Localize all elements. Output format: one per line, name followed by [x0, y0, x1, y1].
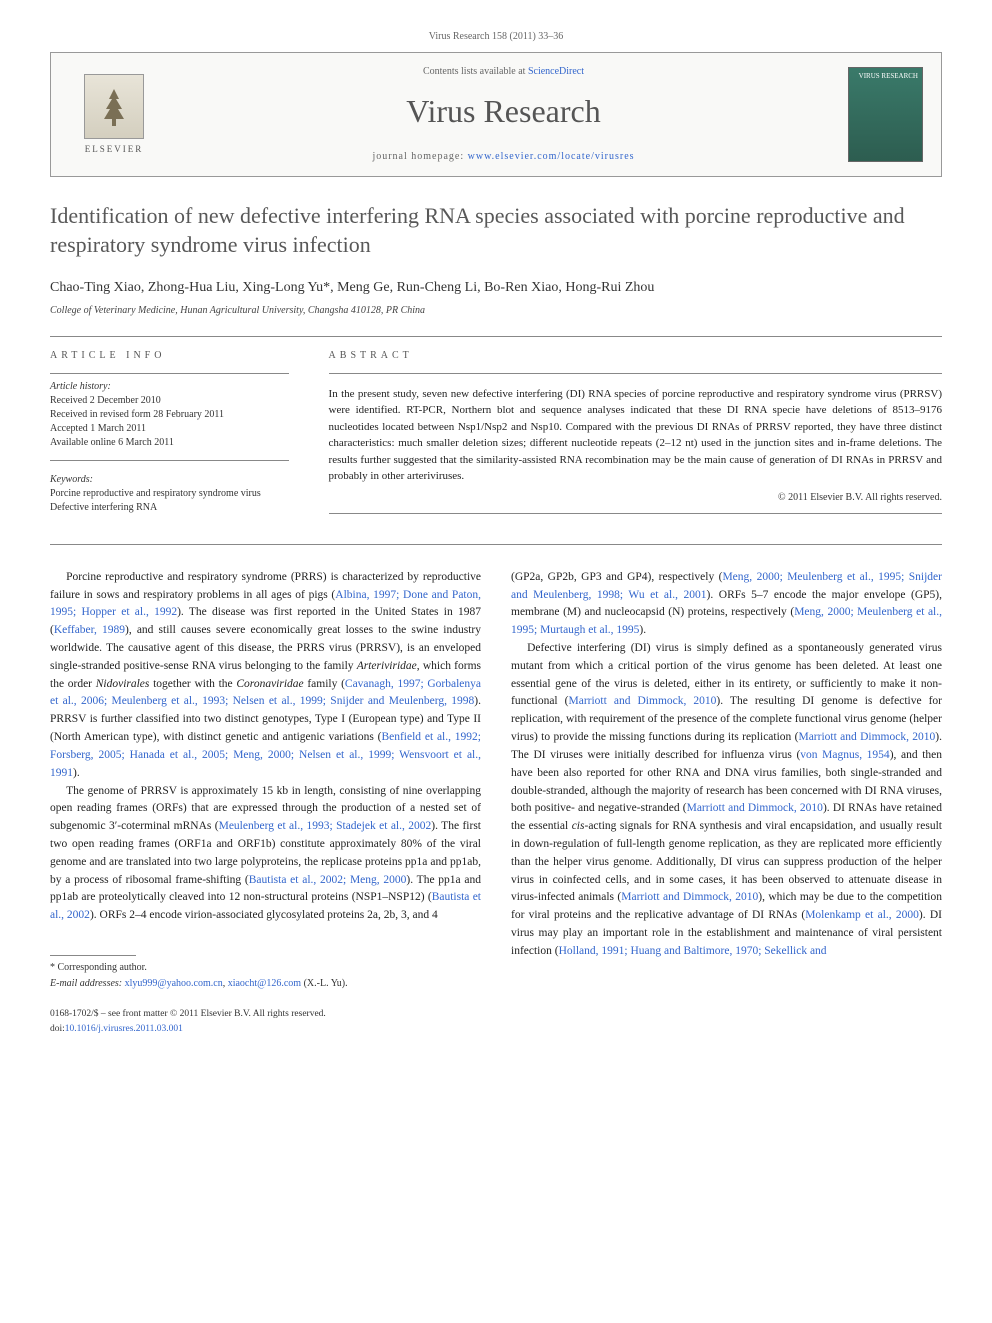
- journal-homepage-link[interactable]: www.elsevier.com/locate/virusres: [468, 151, 635, 162]
- italic-term: cis: [572, 820, 585, 832]
- divider: [50, 373, 289, 374]
- corresponding-author-footer: * Corresponding author. E-mail addresses…: [50, 955, 481, 991]
- body-column-left: Porcine reproductive and respiratory syn…: [50, 569, 481, 1037]
- keyword-item: Porcine reproductive and respiratory syn…: [50, 487, 289, 501]
- italic-term: Arteriviridae: [357, 660, 417, 672]
- contents-prefix: Contents lists available at: [423, 66, 528, 77]
- journal-homepage-line: journal homepage: www.elsevier.com/locat…: [179, 150, 828, 164]
- history-label: Article history:: [50, 380, 289, 394]
- history-accepted: Accepted 1 March 2011: [50, 422, 289, 436]
- divider: [50, 955, 136, 956]
- citation-link[interactable]: Molenkamp et al., 2000: [805, 909, 919, 921]
- body-paragraph: Defective interfering (DI) virus is simp…: [511, 640, 942, 961]
- italic-term: Coronaviridae: [236, 678, 303, 690]
- citation-link[interactable]: Marriott and Dimmock, 2010: [621, 891, 758, 903]
- email-suffix: (X.-L. Yu).: [301, 978, 348, 989]
- body-paragraph: Porcine reproductive and respiratory syn…: [50, 569, 481, 783]
- abstract-copyright: © 2011 Elsevier B.V. All rights reserved…: [329, 491, 942, 505]
- abstract-column: ABSTRACT In the present study, seven new…: [329, 349, 942, 526]
- homepage-prefix: journal homepage:: [372, 151, 467, 162]
- citation-link[interactable]: Bautista et al., 2002; Meng, 2000: [249, 874, 407, 886]
- body-column-right: (GP2a, GP2b, GP3 and GP4), respectively …: [511, 569, 942, 1037]
- divider: [329, 373, 942, 374]
- divider: [50, 460, 289, 461]
- doi-block: 0168-1702/$ – see front matter © 2011 El…: [50, 1007, 481, 1036]
- abstract-text: In the present study, seven new defectiv…: [329, 386, 942, 485]
- text-span: ).: [73, 767, 80, 779]
- history-revised: Received in revised form 28 February 201…: [50, 408, 289, 422]
- text-span: (GP2a, GP2b, GP3 and GP4), respectively …: [511, 571, 722, 583]
- journal-header-box: ELSEVIER Contents lists available at Sci…: [50, 52, 942, 177]
- history-online: Available online 6 March 2011: [50, 436, 289, 450]
- doi-prefix: doi:: [50, 1024, 65, 1034]
- elsevier-tree-icon: [84, 74, 144, 139]
- text-span: ).: [639, 624, 646, 636]
- citation-link[interactable]: Marriott and Dimmock, 2010: [687, 802, 823, 814]
- text-span: together with the: [149, 678, 236, 690]
- cover-label: VIRUS RESEARCH: [859, 72, 918, 82]
- citation-link[interactable]: Meulenberg et al., 1993; Stadejek et al.…: [219, 820, 432, 832]
- divider: [50, 544, 942, 545]
- email-line: E-mail addresses: xlyu999@yahoo.com.cn, …: [50, 976, 481, 992]
- keywords-label: Keywords:: [50, 473, 289, 487]
- abstract-heading: ABSTRACT: [329, 349, 942, 363]
- divider: [329, 513, 942, 514]
- sciencedirect-link[interactable]: ScienceDirect: [528, 66, 584, 77]
- text-span: ). ORFs 2–4 encode virion-associated gly…: [90, 909, 438, 921]
- italic-term: Nidovirales: [96, 678, 150, 690]
- keyword-item: Defective interfering RNA: [50, 501, 289, 515]
- body-text: Porcine reproductive and respiratory syn…: [50, 569, 942, 1037]
- citation-link[interactable]: Marriott and Dimmock, 2010: [569, 695, 717, 707]
- article-info-heading: ARTICLE INFO: [50, 349, 289, 363]
- citation-link[interactable]: Marriott and Dimmock, 2010: [798, 731, 935, 743]
- running-head: Virus Research 158 (2011) 33–36: [50, 30, 942, 44]
- journal-name: Virus Research: [179, 89, 828, 134]
- journal-cover-thumb: VIRUS RESEARCH: [848, 67, 923, 162]
- citation-link[interactable]: Keffaber, 1989: [54, 624, 125, 636]
- elsevier-logo: ELSEVIER: [69, 74, 159, 156]
- body-paragraph: (GP2a, GP2b, GP3 and GP4), respectively …: [511, 569, 942, 640]
- body-paragraph: The genome of PRRSV is approximately 15 …: [50, 783, 481, 926]
- citation-link[interactable]: Holland, 1991; Huang and Baltimore, 1970…: [559, 945, 827, 957]
- text-span: family (: [304, 678, 345, 690]
- contents-available-line: Contents lists available at ScienceDirec…: [179, 65, 828, 79]
- author-list: Chao-Ting Xiao, Zhong-Hua Liu, Xing-Long…: [50, 278, 942, 298]
- email-link[interactable]: xlyu999@yahoo.com.cn: [125, 978, 223, 989]
- email-link[interactable]: xiaocht@126.com: [228, 978, 301, 989]
- issn-line: 0168-1702/$ – see front matter © 2011 El…: [50, 1007, 481, 1022]
- divider: [50, 336, 942, 337]
- elsevier-label: ELSEVIER: [85, 143, 144, 156]
- citation-link[interactable]: von Magnus, 1954: [800, 749, 889, 761]
- corresponding-author-label: * Corresponding author.: [50, 960, 481, 976]
- history-received: Received 2 December 2010: [50, 394, 289, 408]
- article-title: Identification of new defective interfer…: [50, 201, 942, 260]
- email-label: E-mail addresses:: [50, 978, 125, 989]
- affiliation: College of Veterinary Medicine, Hunan Ag…: [50, 304, 942, 318]
- doi-link[interactable]: 10.1016/j.virusres.2011.03.001: [65, 1024, 183, 1034]
- article-info-column: ARTICLE INFO Article history: Received 2…: [50, 349, 289, 526]
